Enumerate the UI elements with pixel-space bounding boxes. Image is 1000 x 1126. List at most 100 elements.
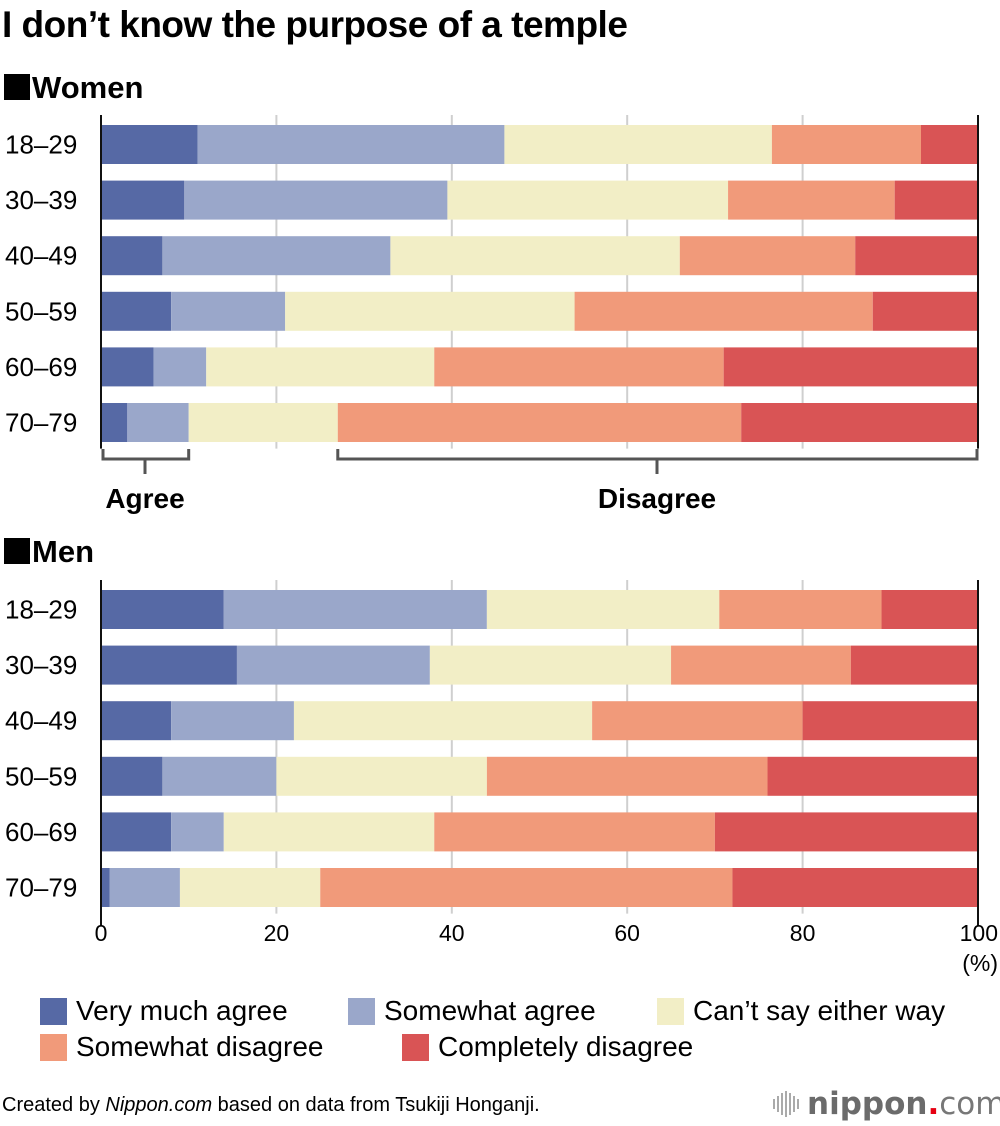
section-men: Men xyxy=(4,534,94,570)
x-tick-label: 20 xyxy=(264,920,290,946)
source-name: Nippon.com xyxy=(105,1094,213,1116)
bar-segment xyxy=(390,236,680,276)
bar-segment xyxy=(894,180,978,220)
disagree-bracket xyxy=(336,449,979,461)
category-label: 50–59 xyxy=(5,296,77,326)
bar-segment xyxy=(881,590,978,629)
square-bullet-icon xyxy=(4,74,30,100)
category-label: 40–49 xyxy=(5,241,77,271)
bar-segment xyxy=(153,347,207,387)
logo-dot: . xyxy=(927,1086,940,1122)
bar-segment xyxy=(434,347,724,387)
logo-tld: com xyxy=(939,1086,1000,1122)
bar-segment xyxy=(920,125,978,164)
legend-label: Somewhat disagree xyxy=(76,1031,324,1062)
bar-segment xyxy=(197,125,505,164)
bar-segment xyxy=(719,590,882,629)
bar-segment xyxy=(486,590,720,629)
nippon-logo[interactable]: nippon. com xyxy=(773,1086,1000,1122)
bar-segment xyxy=(434,812,715,852)
legend-swatch xyxy=(348,997,375,1025)
bar-segment xyxy=(850,645,978,685)
legend-swatch xyxy=(657,997,684,1025)
category-label: 18–29 xyxy=(5,595,77,625)
bar-segment xyxy=(184,180,448,220)
bar-segment xyxy=(171,291,286,331)
legend-item-somewhat-agree: Somewhat agree xyxy=(348,995,596,1027)
bar-segment xyxy=(872,291,978,331)
bar-segment xyxy=(101,590,224,629)
x-tick-label: 60 xyxy=(614,920,640,946)
bar-segment xyxy=(276,756,487,796)
disagree-label: Disagree xyxy=(598,483,716,514)
bar-segment xyxy=(101,868,110,907)
bar-segment xyxy=(206,347,435,387)
bar-segment xyxy=(320,868,733,907)
source-prefix: Created by xyxy=(2,1094,106,1116)
logo-name: nippon xyxy=(807,1086,928,1122)
category-label: 50–59 xyxy=(5,761,77,791)
agree-label: Agree xyxy=(105,483,184,514)
bar-segment xyxy=(574,291,873,331)
bar-segment xyxy=(741,403,978,442)
bar-segment xyxy=(171,812,224,852)
bar-segment xyxy=(101,291,172,331)
bar-segment xyxy=(162,756,277,796)
category-label: 18–29 xyxy=(5,130,77,160)
bar-segment xyxy=(285,291,575,331)
source-note: Created by Nippon.com based on data from… xyxy=(2,1094,540,1117)
bar-segment xyxy=(101,756,163,796)
bar-segment xyxy=(101,701,172,741)
bar-segment xyxy=(162,236,391,276)
category-label: 70–79 xyxy=(5,408,77,438)
bar-segment xyxy=(855,236,978,276)
section-women-label: Women xyxy=(32,70,144,105)
chart-title: I don’t know the purpose of a temple xyxy=(2,4,628,45)
x-tick-label: 0 xyxy=(95,920,108,946)
x-tick-label: 100 xyxy=(960,920,998,946)
legend-item-very-much-agree: Very much agree xyxy=(40,995,288,1027)
bar-segment xyxy=(101,347,154,387)
bar-segment xyxy=(223,812,435,852)
category-label: 60–69 xyxy=(5,817,77,847)
bar-segment xyxy=(236,645,430,685)
legend-label: Can’t say either way xyxy=(693,995,946,1026)
bar-segment xyxy=(223,590,487,629)
legend-swatch xyxy=(40,997,67,1025)
bar-segment xyxy=(671,645,851,685)
bar-segment xyxy=(429,645,672,685)
sound-bars-icon xyxy=(773,1091,799,1117)
x-tick-label: 80 xyxy=(790,920,816,946)
bar-segment xyxy=(101,180,185,220)
bar-segment xyxy=(723,347,978,387)
stacked-bar-chart: 18–29 30–39 40–49 50–59 60–69 70–79 18–29 30–39… xyxy=(5,115,998,976)
legend-item-somewhat-disagree: Somewhat disagree xyxy=(40,1031,323,1063)
bar-segment xyxy=(337,403,742,442)
legend-item-cant-say: Can’t say either way xyxy=(657,995,945,1027)
agree-bracket xyxy=(101,449,191,461)
bar-segment xyxy=(101,812,172,852)
bar-segment xyxy=(179,868,321,907)
category-label: 40–49 xyxy=(5,706,77,736)
bar-segment xyxy=(188,403,338,442)
bar-segment xyxy=(101,645,237,685)
bar-segment xyxy=(293,701,593,741)
bar-segment xyxy=(679,236,856,276)
category-label: 60–69 xyxy=(5,352,77,382)
bar-segment xyxy=(101,236,163,276)
bar-segment xyxy=(771,125,921,164)
legend-label: Very much agree xyxy=(76,995,288,1026)
legend-label: Completely disagree xyxy=(438,1031,694,1062)
bar-segment xyxy=(127,403,189,442)
bar-segment xyxy=(728,180,895,220)
x-axis-unit: (%) xyxy=(962,950,998,976)
category-label: 30–39 xyxy=(5,650,77,680)
bar-segment xyxy=(732,868,978,907)
legend-label: Somewhat agree xyxy=(384,995,596,1026)
bar-segment xyxy=(592,701,803,741)
bar-segment xyxy=(101,125,198,164)
category-label: 30–39 xyxy=(5,185,77,215)
legend-swatch xyxy=(402,1033,429,1061)
legend-item-completely-disagree: Completely disagree xyxy=(402,1031,693,1063)
category-label: 70–79 xyxy=(5,873,77,903)
